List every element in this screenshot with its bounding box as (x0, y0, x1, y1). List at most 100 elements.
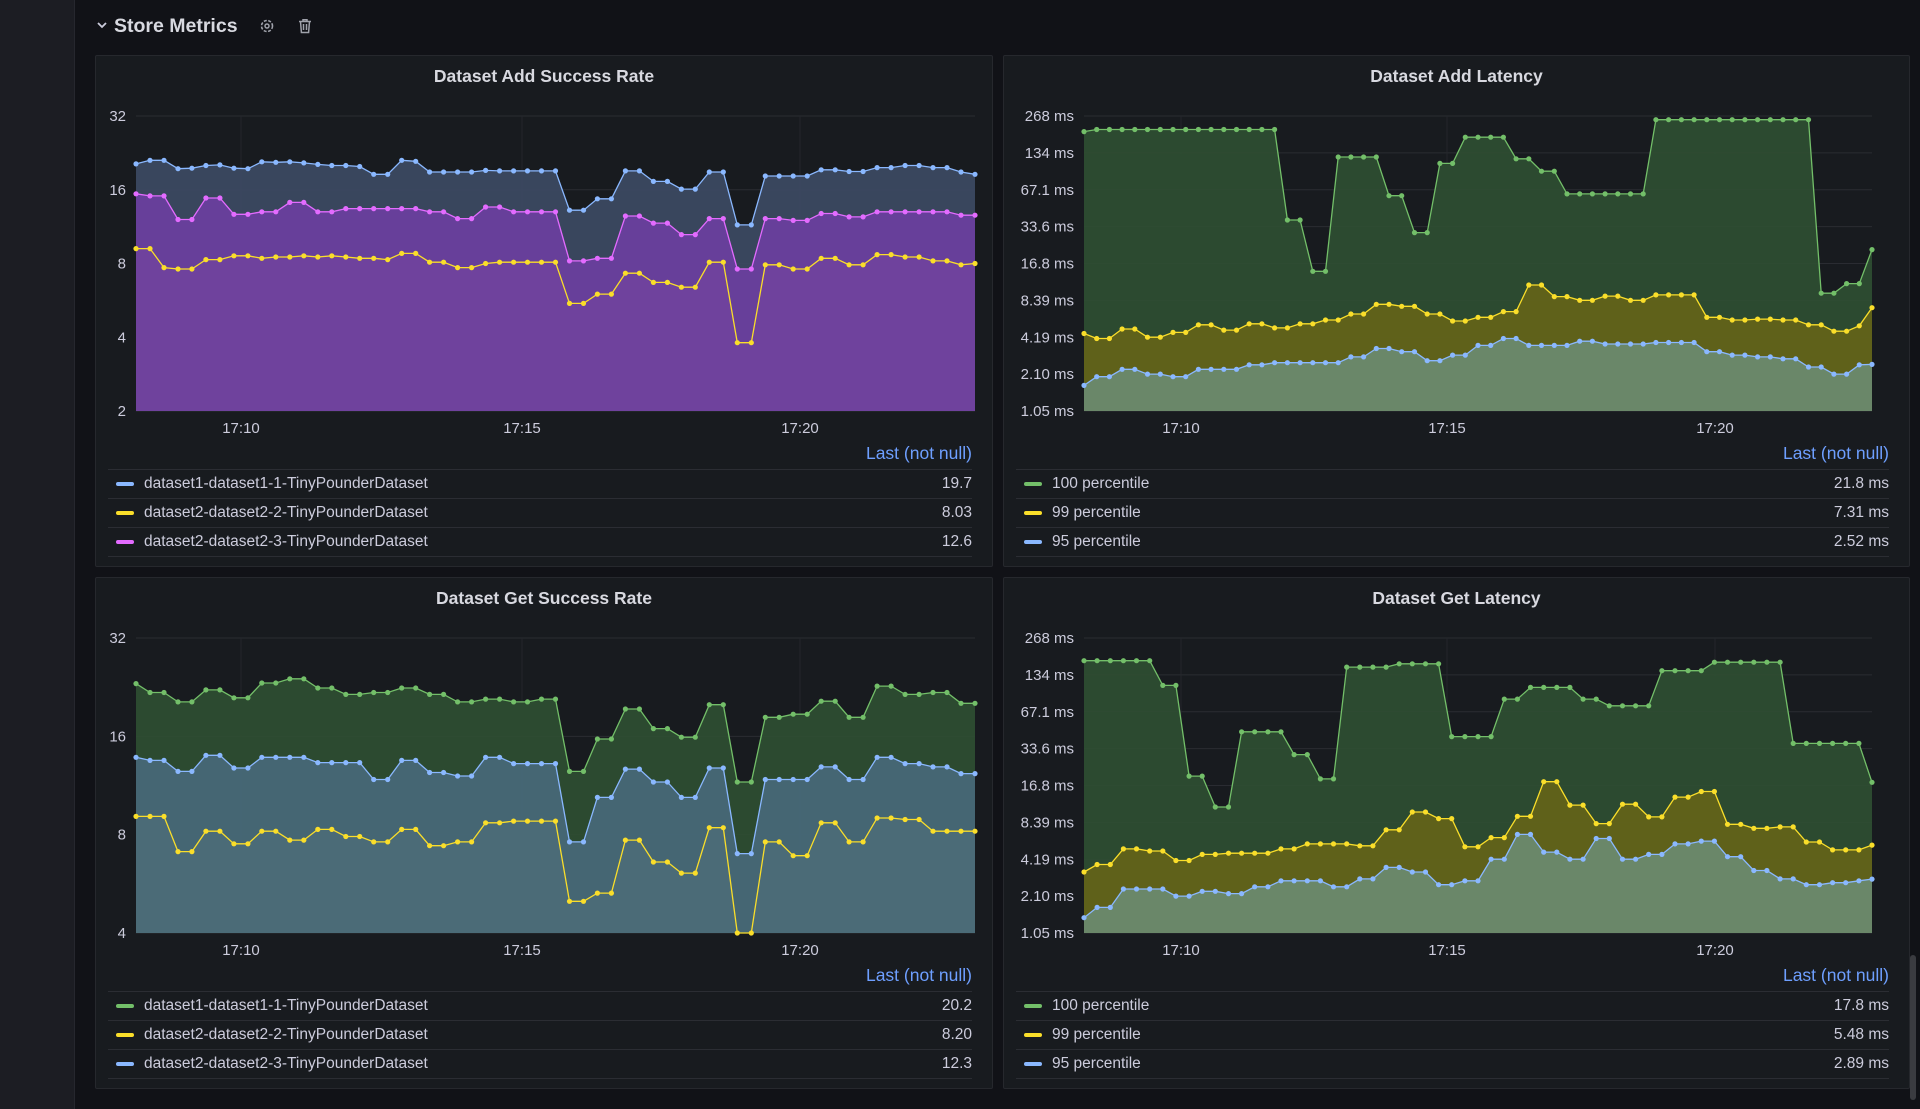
data-point[interactable] (1738, 659, 1744, 665)
data-point[interactable] (1133, 886, 1140, 892)
data-point[interactable] (301, 676, 307, 682)
data-point[interactable] (1856, 323, 1862, 329)
data-point[interactable] (1199, 773, 1205, 779)
data-point[interactable] (1370, 843, 1376, 849)
chart-plot[interactable]: 32 16 8 4 17:10 17:15 17:20 (96, 578, 994, 998)
data-point[interactable] (524, 761, 531, 767)
data-point[interactable] (483, 754, 489, 760)
data-point[interactable] (1606, 835, 1612, 842)
data-point[interactable] (1738, 854, 1744, 860)
data-point[interactable] (385, 689, 391, 696)
data-point[interactable] (860, 776, 866, 783)
data-point[interactable] (497, 168, 503, 174)
data-point[interactable] (930, 764, 936, 770)
data-point[interactable] (818, 820, 824, 826)
data-point[interactable] (1373, 154, 1379, 160)
data-point[interactable] (1564, 342, 1570, 348)
data-point[interactable] (1513, 309, 1519, 315)
data-point[interactable] (790, 266, 796, 272)
data-point[interactable] (1678, 339, 1684, 346)
data-point[interactable] (329, 826, 335, 832)
data-point[interactable] (846, 714, 852, 720)
data-point[interactable] (301, 837, 307, 843)
data-point[interactable] (692, 186, 698, 192)
data-point[interactable] (217, 752, 223, 758)
data-point[interactable] (1619, 703, 1626, 709)
data-point[interactable] (1659, 851, 1665, 857)
data-point[interactable] (1450, 160, 1456, 166)
data-point[interactable] (804, 266, 810, 272)
data-point[interactable] (455, 265, 461, 271)
data-point[interactable] (916, 209, 922, 215)
data-point[interactable] (161, 265, 167, 271)
data-point[interactable] (706, 765, 712, 771)
data-point[interactable] (692, 794, 698, 800)
data-point[interactable] (1803, 882, 1809, 888)
data-point[interactable] (1195, 322, 1201, 328)
data-point[interactable] (1646, 814, 1652, 820)
data-point[interactable] (566, 258, 573, 264)
data-point[interactable] (371, 206, 377, 212)
data-point[interactable] (538, 696, 545, 702)
data-point[interactable] (273, 754, 279, 760)
data-point[interactable] (748, 779, 754, 785)
data-point[interactable] (1606, 821, 1612, 827)
data-point[interactable] (1396, 827, 1402, 833)
data-point[interactable] (1361, 354, 1367, 360)
data-point[interactable] (1119, 326, 1125, 332)
data-point[interactable] (1856, 362, 1862, 368)
data-point[interactable] (1186, 893, 1192, 899)
data-point[interactable] (427, 691, 433, 697)
data-point[interactable] (608, 794, 615, 800)
data-point[interactable] (804, 217, 810, 223)
data-point[interactable] (357, 163, 363, 170)
data-point[interactable] (175, 699, 181, 705)
data-point[interactable] (1724, 821, 1731, 827)
data-point[interactable] (790, 217, 796, 223)
row-title[interactable]: Store Metrics (114, 14, 238, 37)
data-point[interactable] (1831, 328, 1837, 334)
data-point[interactable] (1816, 839, 1823, 845)
data-point[interactable] (1577, 338, 1583, 344)
data-point[interactable] (1755, 117, 1761, 123)
data-point[interactable] (832, 210, 838, 217)
data-point[interactable] (1265, 884, 1271, 890)
data-point[interactable] (1593, 835, 1599, 842)
data-point[interactable] (1818, 290, 1824, 296)
data-point[interactable] (1780, 317, 1786, 323)
legend-row[interactable]: 99 percentile 5.48 ms (1016, 1020, 1889, 1049)
data-point[interactable] (1659, 814, 1665, 820)
data-point[interactable] (1619, 801, 1626, 807)
data-point[interactable] (1751, 659, 1757, 665)
data-point[interactable] (958, 212, 964, 218)
data-point[interactable] (1297, 360, 1303, 366)
data-point[interactable] (1633, 703, 1639, 709)
data-point[interactable] (1386, 301, 1392, 307)
data-point[interactable] (133, 681, 139, 687)
data-point[interactable] (1310, 268, 1316, 274)
data-point[interactable] (678, 794, 685, 800)
data-point[interactable] (1278, 846, 1284, 852)
data-point[interactable] (1225, 850, 1232, 856)
data-point[interactable] (455, 699, 461, 705)
data-point[interactable] (1830, 847, 1836, 853)
data-point[interactable] (524, 699, 531, 705)
data-point[interactable] (1844, 328, 1850, 334)
panel-title[interactable]: Dataset Add Success Rate (433, 66, 655, 86)
data-point[interactable] (315, 254, 321, 260)
data-point[interactable] (1450, 352, 1456, 358)
data-point[interactable] (273, 159, 279, 165)
data-point[interactable] (1120, 658, 1126, 664)
data-point[interactable] (1094, 658, 1100, 664)
data-point[interactable] (413, 757, 419, 763)
data-point[interactable] (902, 816, 908, 823)
data-point[interactable] (1317, 878, 1323, 884)
data-point[interactable] (832, 255, 838, 261)
data-point[interactable] (1551, 342, 1557, 348)
data-point[interactable] (524, 209, 531, 215)
data-point[interactable] (217, 687, 223, 693)
panel-dataset-get-latency[interactable]: Dataset Get Latency 268 ms 134 ms 67.1 ms 33… (1003, 577, 1910, 1089)
data-point[interactable] (1186, 773, 1192, 779)
data-point[interactable] (1567, 684, 1573, 690)
data-point[interactable] (636, 168, 643, 174)
